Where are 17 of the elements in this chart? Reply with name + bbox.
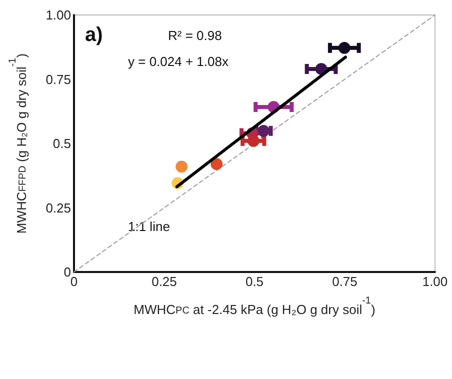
x-tick-label: 0.25: [152, 274, 177, 289]
x-tick-label: 0.5: [245, 274, 264, 289]
y-tick-label: 0.25: [46, 200, 71, 216]
y-tick-label: 0.5: [52, 136, 71, 151]
point: [176, 160, 188, 173]
annotation: a): [85, 24, 103, 46]
y-axis-title: MWHCFFPD (g H₂O g dry soil-1): [8, 53, 29, 234]
y-tick-label: 1.00: [46, 8, 71, 22]
y-tick-label: 0.75: [46, 72, 71, 87]
annotation: R² = 0.98: [168, 28, 222, 43]
point: [247, 134, 260, 147]
y-tick-label: 0: [64, 264, 71, 280]
point: [210, 158, 223, 170]
point: [338, 42, 350, 54]
annotation: y = 0.024 + 1.08x: [128, 54, 229, 69]
x-tick-label: 0.75: [332, 274, 358, 289]
x-tick-label: 1.00: [422, 274, 448, 289]
